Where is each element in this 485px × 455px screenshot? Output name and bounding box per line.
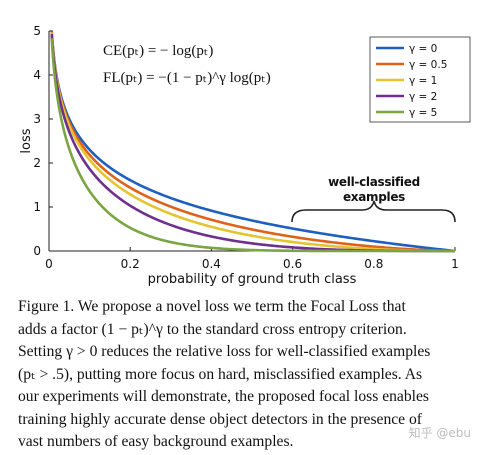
x-tick-label: 0 (45, 257, 53, 271)
x-tick-label: 1 (451, 257, 459, 271)
y-tick-label: 2 (33, 156, 41, 170)
caption-line-3: Setting γ > 0 reduces the relative loss … (18, 343, 431, 360)
caption-line-5: our experiments will demonstrate, the pr… (18, 388, 429, 405)
focal-loss-chart: 0 0.2 0.4 0.6 0.8 1 0 1 2 3 4 5 probability of grou… (19, 24, 471, 287)
series-line (50, 30, 456, 253)
x-axis-label: probability of ground truth class (148, 272, 357, 287)
legend-label: γ = 5 (409, 107, 437, 119)
legend-label: γ = 2 (409, 91, 437, 103)
annotation-line2: examples (343, 190, 405, 204)
legend-label: γ = 0.5 (409, 59, 447, 71)
series-line (50, 31, 456, 253)
annotation-line1: well-classified (328, 175, 420, 189)
x-tick-label: 0.8 (364, 257, 383, 271)
caption-line-4: (pₜ > .5), putting more focus on hard, m… (18, 365, 423, 383)
x-tick-label: 0.2 (121, 257, 140, 271)
y-tick-label: 4 (33, 68, 41, 82)
caption-line-1: Figure 1. We propose a novel loss we ter… (18, 298, 406, 315)
x-tick-label: 0.4 (202, 257, 221, 271)
series-line (50, 32, 455, 253)
watermark: 知乎 @ebu (408, 426, 471, 440)
y-tick-label: 3 (33, 112, 41, 126)
legend-label: γ = 1 (409, 75, 437, 87)
figure-caption: Figure 1. We propose a novel loss we ter… (18, 296, 473, 454)
y-tick-label: 0 (33, 244, 41, 258)
x-tick-label: 0.6 (283, 257, 302, 271)
caption-line-2: adds a factor (1 − pₜ)^γ to the standard… (18, 320, 407, 338)
ce-equation: CE(pₜ) = − log(pₜ) (103, 43, 213, 59)
caption-line-6: training highly accurate dense object de… (18, 410, 422, 428)
annotation-brace (291, 200, 456, 223)
y-axis-label: loss (19, 128, 34, 153)
caption-line-7: vast numbers of easy background examples… (18, 433, 294, 450)
y-tick-label: 1 (33, 200, 41, 214)
fl-equation: FL(pₜ) = −(1 − pₜ)^γ log(pₜ) (103, 70, 271, 86)
y-tick-label: 5 (33, 24, 41, 38)
series-line (50, 38, 455, 253)
curves (50, 30, 456, 253)
legend: γ = 0 γ = 0.5 γ = 1 γ = 2 γ = 5 (369, 36, 471, 123)
legend-label: γ = 0 (409, 43, 437, 55)
